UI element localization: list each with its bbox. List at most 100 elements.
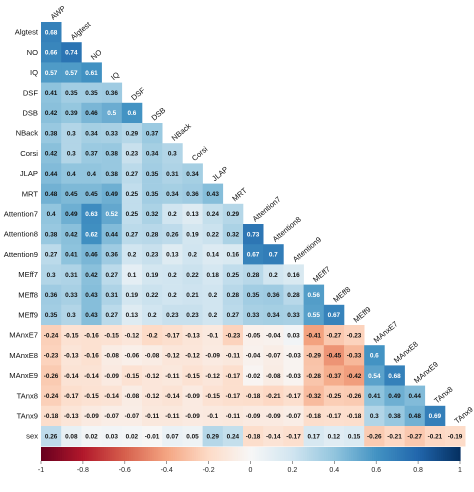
legend-tick-label: -0.2 xyxy=(203,467,215,474)
heatmap-cell xyxy=(41,203,62,225)
heatmap-cell xyxy=(182,183,203,205)
legend-gradient-segment xyxy=(122,447,126,461)
heatmap-cell xyxy=(323,385,345,407)
legend-gradient-segment xyxy=(59,447,63,461)
cell-value: -0.37 xyxy=(327,373,342,380)
legend-gradient-segment xyxy=(118,447,122,461)
heatmap-cell xyxy=(101,143,123,164)
heatmap-cell xyxy=(182,163,203,184)
cell-value: -0.14 xyxy=(104,393,119,400)
column-label: Attention7 xyxy=(251,195,283,224)
heatmap-cell xyxy=(121,426,143,447)
legend-gradient-segment xyxy=(451,447,455,461)
cell-value: 0.45 xyxy=(65,191,78,198)
cell-value: 0.55 xyxy=(307,312,320,319)
row-label: JLAP xyxy=(20,169,38,178)
cell-value: 0.27 xyxy=(45,252,58,259)
cell-value: 0.38 xyxy=(105,171,118,178)
legend-gradient-segment xyxy=(380,447,384,461)
cell-value: -0.09 xyxy=(84,413,99,420)
row-label: TAnx8 xyxy=(17,391,38,400)
cell-value: 0.38 xyxy=(388,413,401,420)
cell-value: 0.16 xyxy=(227,252,240,259)
cell-value: -0.13 xyxy=(64,353,79,360)
cell-value: 0.28 xyxy=(287,292,300,299)
legend-gradient-segment xyxy=(141,447,145,461)
heatmap-cell xyxy=(202,224,224,245)
cell-value: -0.16 xyxy=(84,332,99,339)
cell-value: -0.07 xyxy=(104,413,119,420)
row-label: Attention7 xyxy=(4,210,38,219)
legend-gradient-segment xyxy=(143,447,147,461)
cell-value: 0.18 xyxy=(206,272,219,279)
heatmap-cell xyxy=(182,264,203,285)
cell-value: 0.28 xyxy=(146,231,159,238)
heatmap-cell xyxy=(81,62,102,83)
heatmap-cell xyxy=(222,224,244,245)
legend-gradient-segment xyxy=(290,447,293,461)
heatmap-cell xyxy=(81,365,102,386)
legend-gradient-segment xyxy=(325,447,329,461)
cell-value: -0.09 xyxy=(266,413,281,420)
cell-value: -0.09 xyxy=(185,413,200,420)
heatmap-cell xyxy=(61,345,82,366)
cell-value: 0.34 xyxy=(85,130,98,137)
heatmap-cell xyxy=(41,264,62,285)
heatmap-cell xyxy=(101,385,123,407)
legend-gradient-segment xyxy=(321,447,325,461)
column-label: Attention9 xyxy=(291,235,323,264)
legend-gradient-segment xyxy=(260,447,264,461)
cell-value: 0.33 xyxy=(105,130,118,137)
cell-value: 0.36 xyxy=(267,292,280,299)
column-label: MRT xyxy=(230,186,249,204)
heatmap-cell xyxy=(61,224,82,245)
heatmap-cell xyxy=(41,284,62,306)
cell-value: 0.38 xyxy=(105,151,118,158)
legend-gradient-segment xyxy=(164,447,168,461)
cell-value: -0.21 xyxy=(387,433,402,440)
legend-gradient-segment xyxy=(193,447,197,461)
column-label: Algtest xyxy=(69,19,93,41)
heatmap-cell xyxy=(142,385,163,407)
legend-gradient-segment xyxy=(235,447,239,461)
legend-gradient-segment xyxy=(390,447,394,461)
heatmap-cell xyxy=(263,304,284,326)
cell-value: 0.02 xyxy=(85,433,98,440)
cell-value: -0.15 xyxy=(125,373,140,380)
legend-gradient-segment xyxy=(112,447,115,461)
heatmap-cell xyxy=(384,426,405,447)
row-label: NBack xyxy=(16,129,39,138)
legend-gradient-segment xyxy=(294,447,298,461)
cell-value: 0.25 xyxy=(227,272,240,279)
legend-gradient-segment xyxy=(231,447,235,461)
legend-gradient-segment xyxy=(422,447,425,461)
heatmap-cell xyxy=(101,102,123,124)
heatmap-cell xyxy=(41,405,62,427)
cell-value: 0.31 xyxy=(105,292,118,299)
legend-gradient-segment xyxy=(156,447,159,461)
heatmap-cell xyxy=(202,284,224,306)
legend-gradient-segment xyxy=(66,447,69,461)
column-label: TAnx9 xyxy=(453,405,474,426)
cell-value: -0.08 xyxy=(104,353,119,360)
legend-gradient-segment xyxy=(439,447,442,461)
heatmap-cell xyxy=(243,224,264,245)
cell-value: 0.49 xyxy=(105,191,118,198)
cell-value: 0.42 xyxy=(85,272,98,279)
legend-tick-label: -1 xyxy=(38,467,44,474)
heatmap-cell xyxy=(202,183,224,205)
heatmap-cell xyxy=(202,426,224,447)
legend-gradient-segment xyxy=(449,447,453,461)
legend-gradient-segment xyxy=(432,447,436,461)
cell-value: 0.03 xyxy=(105,433,118,440)
heatmap-cell xyxy=(303,284,325,306)
legend-gradient-segment xyxy=(457,447,461,461)
legend-gradient-segment xyxy=(57,447,61,461)
cell-value: 0.33 xyxy=(287,312,300,319)
cell-value: 0.74 xyxy=(65,50,78,57)
cell-value: -0.18 xyxy=(44,413,59,420)
legend-gradient-segment xyxy=(227,447,231,461)
legend-gradient-segment xyxy=(212,447,216,461)
column-label: MEff8 xyxy=(331,285,352,305)
legend-gradient-segment xyxy=(372,447,375,461)
